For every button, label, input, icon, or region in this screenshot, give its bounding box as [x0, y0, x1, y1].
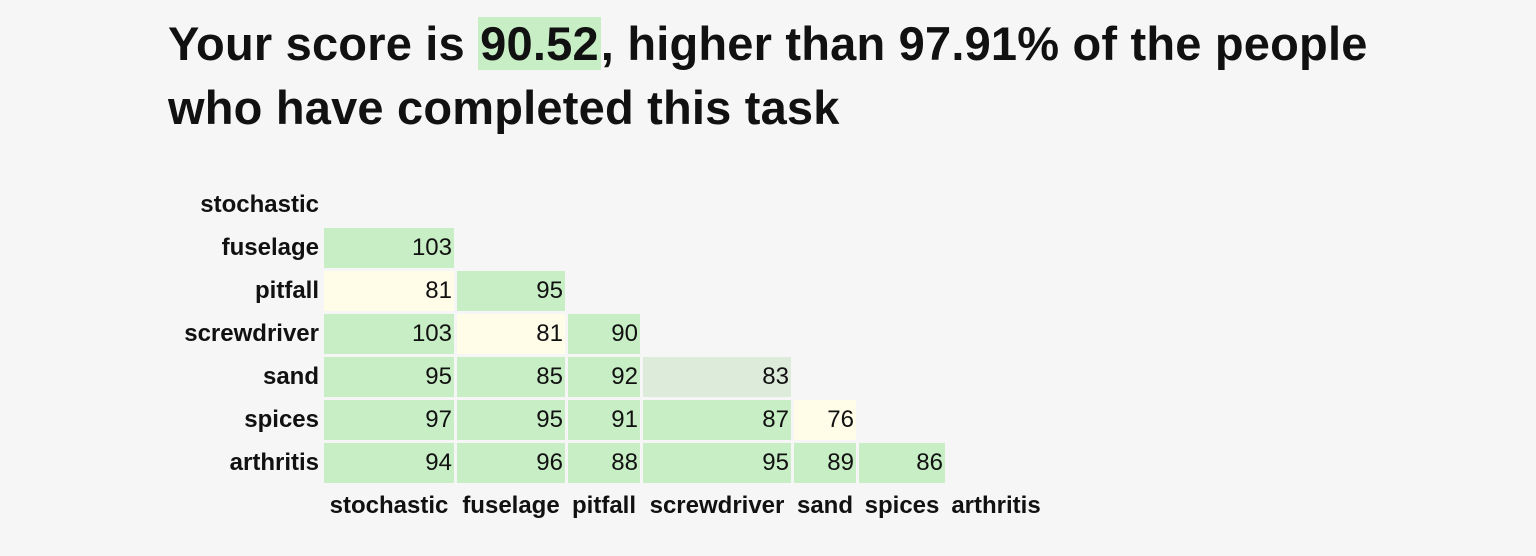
score-value: 90.52 — [478, 17, 601, 70]
row-label: arthritis — [229, 449, 319, 476]
empty-cell — [948, 271, 1044, 311]
headline-suffix: , higher than 97.91% of the people who h… — [168, 17, 1368, 134]
empty-cell — [568, 228, 640, 268]
column-label: arthritis — [951, 492, 1041, 519]
matrix-cell: 96 — [457, 443, 565, 483]
empty-cell — [948, 400, 1044, 440]
empty-cell — [859, 314, 945, 354]
matrix-cell: 88 — [568, 443, 640, 483]
empty-cell — [794, 185, 856, 225]
column-label: spices — [864, 492, 940, 519]
empty-cell — [948, 314, 1044, 354]
matrix-row: fuselage 103 — [171, 228, 1044, 268]
matrix-cell: 91 — [568, 400, 640, 440]
matrix-cell: 81 — [457, 314, 565, 354]
matrix-cell: 83 — [643, 357, 791, 397]
row-label: stochastic — [200, 191, 319, 218]
empty-cell — [568, 185, 640, 225]
matrix-cell: 87 — [643, 400, 791, 440]
matrix-row: spices 97 95 91 87 76 — [171, 400, 1044, 440]
corner-cell — [171, 486, 321, 526]
empty-cell — [859, 357, 945, 397]
empty-cell — [794, 228, 856, 268]
empty-cell — [457, 185, 565, 225]
empty-cell — [948, 357, 1044, 397]
matrix-cell: 95 — [457, 400, 565, 440]
matrix-row: stochastic — [171, 185, 1044, 225]
empty-cell — [948, 228, 1044, 268]
matrix-cell: 103 — [324, 228, 454, 268]
empty-cell — [859, 271, 945, 311]
row-label: spices — [244, 406, 319, 433]
empty-cell — [794, 271, 856, 311]
column-label: stochastic — [329, 492, 449, 519]
matrix-row: pitfall 81 95 — [171, 271, 1044, 311]
matrix-cell: 94 — [324, 443, 454, 483]
empty-cell — [859, 185, 945, 225]
row-label: screwdriver — [184, 320, 319, 347]
row-label: pitfall — [255, 277, 319, 304]
row-label: fuselage — [221, 234, 319, 261]
empty-cell — [859, 400, 945, 440]
matrix-cell: 97 — [324, 400, 454, 440]
column-label: pitfall — [572, 492, 636, 519]
empty-cell — [643, 185, 791, 225]
row-label: sand — [262, 363, 319, 390]
empty-cell — [568, 271, 640, 311]
matrix-cell: 76 — [794, 400, 856, 440]
matrix-row: arthritis 94 96 88 95 89 86 — [171, 443, 1044, 483]
empty-cell — [794, 314, 856, 354]
empty-cell — [643, 314, 791, 354]
matrix-row: sand 95 85 92 83 — [171, 357, 1044, 397]
empty-cell — [643, 271, 791, 311]
empty-cell — [324, 185, 454, 225]
score-headline: Your score is 90.52, higher than 97.91% … — [168, 12, 1428, 140]
matrix-cell: 86 — [859, 443, 945, 483]
matrix-cell: 95 — [643, 443, 791, 483]
matrix-cell: 81 — [324, 271, 454, 311]
empty-cell — [794, 357, 856, 397]
empty-cell — [859, 228, 945, 268]
empty-cell — [643, 228, 791, 268]
column-header-row: stochastic fuselage pitfall screwdriver sand… — [171, 486, 1044, 526]
matrix-cell: 85 — [457, 357, 565, 397]
matrix-cell: 95 — [457, 271, 565, 311]
empty-cell — [948, 443, 1044, 483]
matrix-cell: 92 — [568, 357, 640, 397]
matrix-row: screwdriver 103 81 90 — [171, 314, 1044, 354]
matrix-cell: 95 — [324, 357, 454, 397]
column-label: sand — [796, 492, 853, 519]
matrix-cell: 90 — [568, 314, 640, 354]
headline-prefix: Your score is — [168, 17, 479, 70]
matrix-cell: 103 — [324, 314, 454, 354]
column-label: screwdriver — [649, 492, 785, 519]
matrix-cell: 89 — [794, 443, 856, 483]
empty-cell — [948, 185, 1044, 225]
empty-cell — [457, 228, 565, 268]
column-label: fuselage — [462, 492, 560, 519]
word-distance-matrix: stochastic fuselage 103 pitfall 81 95 screwdri… — [168, 182, 1047, 529]
